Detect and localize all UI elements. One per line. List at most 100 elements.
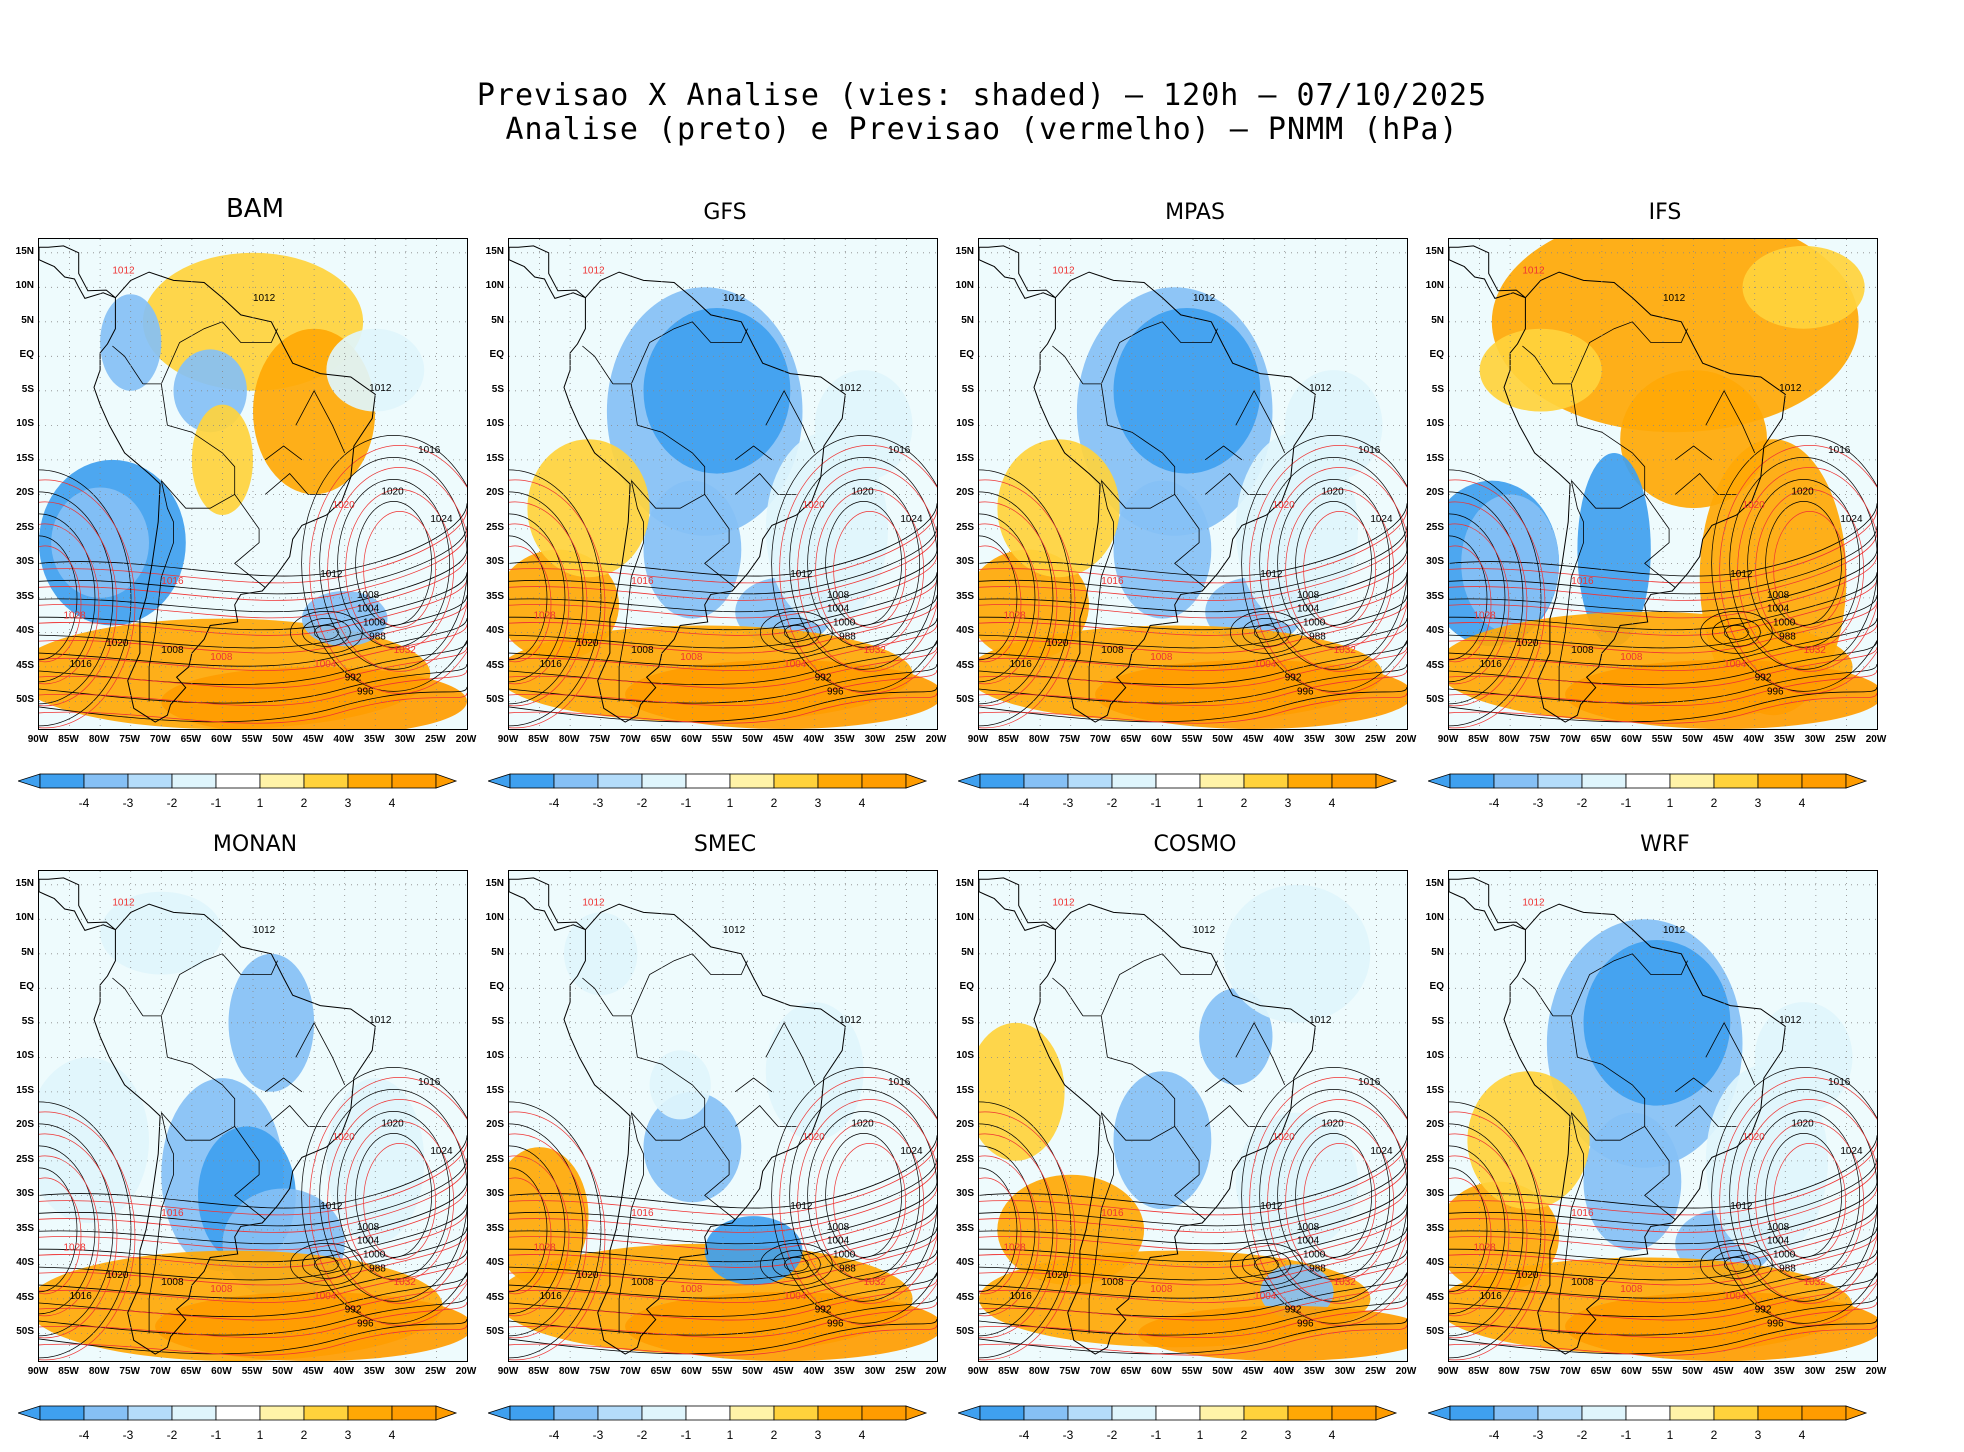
low-isobar (772, 1250, 821, 1279)
political-border (1107, 1056, 1176, 1127)
political-border (637, 424, 706, 495)
lon-tick-label: 25W (425, 1366, 446, 1377)
analysis-isobar (39, 686, 467, 723)
forecast-label: 1032 (864, 645, 887, 656)
high-isobar-forecast (1449, 545, 1492, 663)
lon-tick-label: 25W (895, 734, 916, 745)
colorbar-swatch (1757, 773, 1803, 789)
analysis-label: 1004 (357, 1236, 380, 1247)
colorbar-label: -1 (210, 796, 222, 810)
analysis-label: 988 (1309, 1263, 1326, 1274)
map-panel-wrf: WRF 1012 1012 1016 1020 1024 1012 1008 1004 1000 9… (1410, 832, 1887, 1452)
lat-tick-label: 45S (1426, 1291, 1444, 1303)
lon-tick-label: 60W (1151, 734, 1172, 745)
analysis-label: 1008 (1767, 590, 1790, 601)
lon-tick-label: 25W (895, 1366, 916, 1377)
forecast-isobar (979, 646, 1407, 689)
colorbar-label: 4 (388, 1428, 396, 1442)
political-border (1570, 953, 1688, 1017)
analysis-label: 1012 (253, 293, 276, 304)
lat-tick-label: 20S (956, 487, 974, 499)
high-isobar-forecast (833, 1143, 906, 1260)
lon-tick-label: 80W (1498, 1366, 1520, 1377)
political-border (1674, 1105, 1737, 1127)
high-isobar (1711, 435, 1877, 692)
colorbar-label: -2 (1106, 796, 1118, 810)
map-plot-area: 1012 1012 1016 1020 1024 1012 1008 1004 1000 988 9… (978, 870, 1408, 1362)
analysis-label: 1004 (1297, 604, 1320, 615)
low-isobar (290, 1243, 363, 1286)
forecast-isobar (1449, 692, 1877, 724)
political-border (112, 977, 144, 1017)
lon-tick-label: 85W (528, 734, 549, 745)
lat-tick-label: 5S (21, 1015, 34, 1027)
high-isobar-forecast (797, 1099, 937, 1304)
coastline (1449, 245, 1786, 723)
lat-tick-label: 35S (1426, 590, 1444, 602)
lon-tick-label: 65W (180, 734, 202, 745)
bias-region (1565, 1292, 1877, 1361)
analysis-label: 1016 (70, 1291, 93, 1302)
map-plot-area: 1012 1012 1016 1020 1024 1012 1008 1004 1000 988 9… (508, 238, 938, 730)
forecast-label: 1016 (1101, 576, 1124, 587)
lat-tick-label: 30S (486, 1188, 504, 1200)
colorbar-label: -2 (166, 796, 178, 810)
forecast-label: 1016 (161, 1208, 184, 1219)
colorbar-swatch (1757, 1405, 1803, 1421)
forecast-label: 1020 (1272, 500, 1295, 511)
lon-tick-label: 25W (1835, 734, 1856, 745)
lon-tick-label: 70W (620, 734, 641, 745)
lon-tick-label: 30W (864, 1366, 886, 1377)
lat-tick-label: EQ (959, 981, 974, 993)
lon-tick-label: 75W (589, 734, 610, 745)
lat-tick-label: 35S (1426, 1222, 1444, 1234)
analysis-label: 1008 (827, 1222, 850, 1233)
political-border (1558, 480, 1584, 702)
figure-subtitle: Analise (preto) e Previsao (vermelho) – … (505, 112, 1459, 147)
lat-tick-label: 35S (16, 1222, 34, 1234)
lon-tick-label: 35W (834, 1366, 855, 1377)
analysis-label: 1020 (1321, 1118, 1344, 1129)
high-isobar (1295, 1133, 1372, 1258)
map-svg: 1012 1012 1016 1020 1024 1012 1008 1004 1000 988 9… (1449, 871, 1877, 1361)
forecast-label: 1016 (1101, 1208, 1124, 1219)
lat-tick-label: 50S (486, 694, 504, 706)
high-isobar (1449, 513, 1506, 683)
analysis-label: 988 (1779, 631, 1796, 642)
analysis-label: 1004 (1767, 1236, 1790, 1247)
isobars (1449, 435, 1877, 729)
analysis-label: 1024 (900, 1146, 923, 1157)
high-isobar (979, 513, 1036, 683)
analysis-label: 1012 (1779, 1015, 1802, 1026)
analysis-isobar (39, 1318, 467, 1355)
colorbar-label: -3 (122, 1428, 134, 1442)
lon-tick-label: 40W (1743, 734, 1764, 745)
lat-tick-label: 40S (1426, 625, 1444, 637)
forecast-label: 1032 (864, 1277, 887, 1288)
map-panel-ifs: IFS 1012 1012 1016 1020 1024 1012 1008 1004 1000 9… (1410, 200, 1887, 820)
colorbar: -4 -3 -2 -1 1 2 3 4 (486, 1404, 928, 1444)
forecast-label: 1008 (680, 652, 703, 663)
analysis-label: 1020 (106, 1270, 129, 1281)
lat-tick-label: 45S (1426, 659, 1444, 671)
forecast-label: 1016 (631, 1208, 654, 1219)
lon-tick-label: 30W (1334, 1366, 1356, 1377)
lon-tick-label: 20W (1395, 734, 1417, 745)
lon-tick-label: 70W (1090, 734, 1111, 745)
high-isobar (1295, 501, 1372, 626)
colorbar-swatch (259, 1405, 305, 1421)
political-border (167, 424, 236, 495)
colorbar: -4 -3 -2 -1 1 2 3 4 (956, 772, 1398, 812)
colorbar-label: -3 (1062, 1428, 1074, 1442)
colorbar-swatch (1669, 773, 1715, 789)
forecast-isobar (39, 1210, 467, 1268)
analysis-isobar (39, 663, 467, 704)
lat-tick-label: 5S (961, 383, 974, 395)
colorbar-label: -3 (592, 796, 604, 810)
forecast-isobar (979, 1324, 1407, 1356)
analysis-isobar (1449, 618, 1877, 667)
analysis-isobar (1449, 595, 1877, 649)
high-isobar-forecast (509, 523, 570, 685)
colorbar-swatch (1111, 1405, 1157, 1421)
analysis-label: 1004 (357, 604, 380, 615)
